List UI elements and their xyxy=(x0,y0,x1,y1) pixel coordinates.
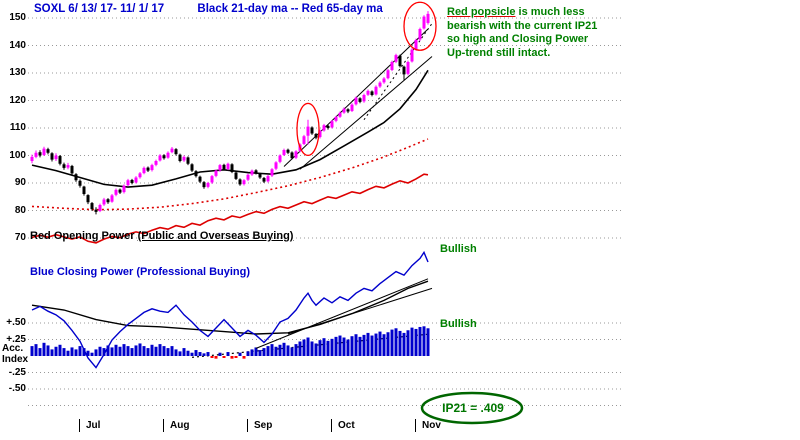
opening-power-label: Red Opening Power (Public and Overseas B… xyxy=(30,230,293,242)
price-axis-tick-label: 120 xyxy=(9,94,26,106)
symbol-and-date-range: SOXL 6/ 13/ 17- 11/ 1/ 17 xyxy=(34,3,165,15)
note-lead-underlined: Red popsicle xyxy=(447,6,516,18)
closing-power-line xyxy=(31,250,429,369)
month-tick-aug: Aug xyxy=(163,419,189,432)
ma-legend: Black 21-day ma -- Red 65-day ma xyxy=(197,3,383,15)
closing-power-ma-line xyxy=(31,280,429,335)
price-axis-tick-label: 80 xyxy=(14,204,26,216)
acc-index-tick-label: -.50 xyxy=(8,383,26,394)
price-axis-tick-label: 90 xyxy=(14,177,26,188)
opening-power-label-text: Red Opening Power xyxy=(30,230,138,242)
ma65-line xyxy=(31,138,429,211)
bullish-label-acc-index: Bullish xyxy=(440,318,477,330)
acc-index-tick-label: +.25 xyxy=(6,333,26,345)
price-axis-tick-label: 130 xyxy=(9,67,26,78)
bullish-label-closing-power: Bullish xyxy=(440,243,477,255)
analyst-note-line: Up-trend still intact. xyxy=(447,46,551,59)
highlight-circles xyxy=(296,1,437,157)
acc-index-tick-label: -.25 xyxy=(8,366,26,378)
analyst-note-line: Red popsicle is much less xyxy=(447,6,623,20)
acc-index-bars xyxy=(30,326,430,359)
opening-power-label-underlined: (Public and Overseas Buying) xyxy=(137,230,294,242)
price-axis-tick-label: 140 xyxy=(9,39,26,51)
ip21-ellipse xyxy=(420,391,524,425)
month-tick-oct: Oct xyxy=(331,419,355,432)
analyst-note-line: so high and Closing Power xyxy=(447,33,589,45)
closing-power-label: Blue Closing Power (Professional Buying) xyxy=(30,266,251,278)
acc-index-tick-label: +.50 xyxy=(6,317,26,328)
acc-label-line2: Index xyxy=(2,354,29,365)
acc-index-axis-label: Acc. Index xyxy=(2,343,28,365)
ip21-value: IP21 = .409 xyxy=(442,401,504,415)
analyst-note: Red popsicle is much less bearish with t… xyxy=(447,6,623,60)
price-axis-tick-label: 70 xyxy=(14,232,26,243)
note-line1-rest: is much less xyxy=(515,6,585,18)
price-axis-tick-label: 150 xyxy=(9,12,26,23)
candlestick-series xyxy=(30,11,430,215)
chart-header: SOXL 6/ 13/ 17- 11/ 1/ 17 Black 21-day m… xyxy=(34,3,383,15)
price-axis-tick-label: 110 xyxy=(9,122,26,133)
month-tick-jul: Jul xyxy=(79,419,100,432)
acc-label-line1: Acc. xyxy=(2,343,24,354)
ma21-line xyxy=(31,69,429,188)
month-tick-nov: Nov xyxy=(415,419,441,432)
opening-power-line xyxy=(31,173,429,244)
price-axis-tick-label: 100 xyxy=(9,149,26,161)
month-tick-sep: Sep xyxy=(247,419,272,432)
analyst-note-line: bearish with the current IP21 xyxy=(447,19,598,32)
